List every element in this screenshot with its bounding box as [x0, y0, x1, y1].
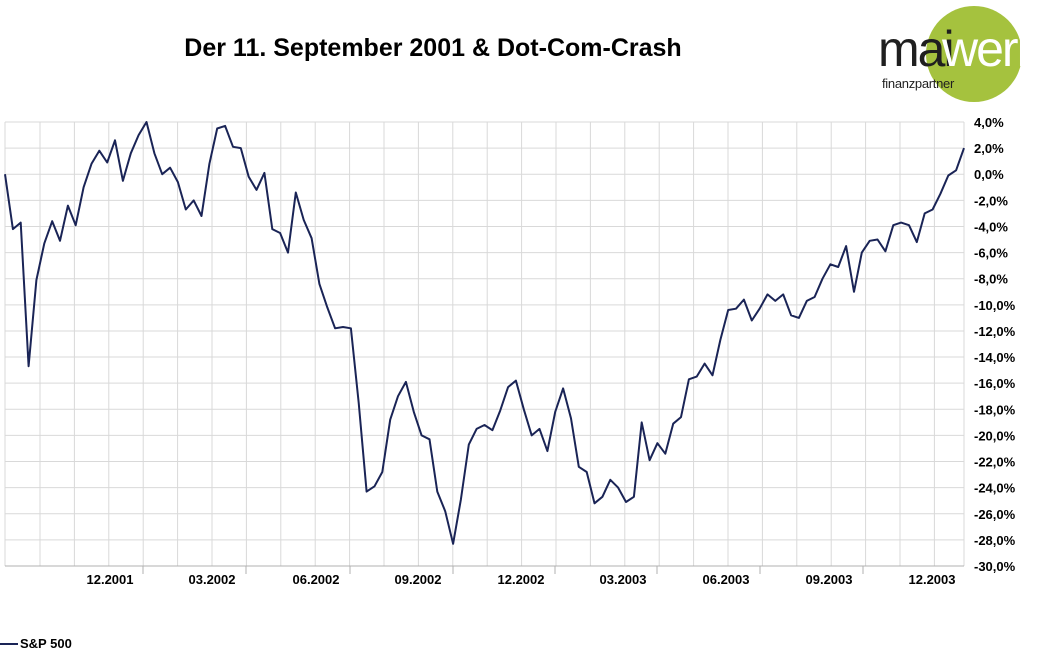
logo-text-werk: werk — [942, 21, 1039, 77]
y-tick-label: -28,0% — [974, 533, 1016, 548]
x-tick-label: 12.2003 — [909, 572, 956, 587]
maiwerk-logo: mai werk finanzpartner — [870, 6, 1039, 102]
x-tick-label: 03.2003 — [600, 572, 647, 587]
chart-axes: 4,0% 2,0% 0,0% -2,0% -4,0% -6,0% -8,0% -10,0% -1… — [5, 115, 1016, 587]
logo-green-circle — [926, 6, 1022, 102]
y-tick-label: -12,0% — [974, 324, 1016, 339]
y-tick-label: -26,0% — [974, 507, 1016, 522]
legend-label-sp500: S&P 500 — [20, 636, 72, 651]
x-tick-label: 12.2002 — [498, 572, 545, 587]
chart-series — [4, 121, 965, 545]
x-tick-label: 03.2002 — [189, 572, 236, 587]
y-tick-label: -10,0% — [974, 298, 1016, 313]
x-tick-label: 06.2002 — [293, 572, 340, 587]
chart-title: Der 11. September 2001 & Dot-Com-Crash — [184, 34, 682, 62]
series-line-sp500 — [4, 121, 965, 545]
x-tick-label: 06.2003 — [703, 572, 750, 587]
y-tick-label: 4,0% — [974, 115, 1004, 130]
y-tick-label: 0,0% — [974, 167, 1004, 182]
y-tick-label: -4,0% — [974, 219, 1008, 234]
y-tick-label: -18,0% — [974, 402, 1016, 417]
x-tick-label: 12.2001 — [87, 572, 134, 587]
x-tick-label: 09.2002 — [395, 572, 442, 587]
y-tick-label: -8,0% — [974, 272, 1008, 287]
y-tick-label: -16,0% — [974, 376, 1016, 391]
x-tick-label: 09.2003 — [806, 572, 853, 587]
y-tick-label: -6,0% — [974, 246, 1008, 261]
y-tick-label: 2,0% — [974, 141, 1004, 156]
logo-text-mai: mai — [878, 21, 955, 77]
chart-grid — [4, 121, 965, 567]
y-tick-label: -30,0% — [974, 559, 1016, 574]
y-tick-label: -22,0% — [974, 455, 1016, 470]
y-tick-label: -14,0% — [974, 350, 1016, 365]
logo-subtitle: finanzpartner — [882, 76, 954, 91]
y-tick-label: -20,0% — [974, 428, 1016, 443]
chart-legend: S&P 500 — [0, 636, 72, 651]
y-tick-label: -24,0% — [974, 481, 1016, 496]
y-tick-label: -2,0% — [974, 193, 1008, 208]
legend-swatch-sp500 — [0, 642, 18, 645]
